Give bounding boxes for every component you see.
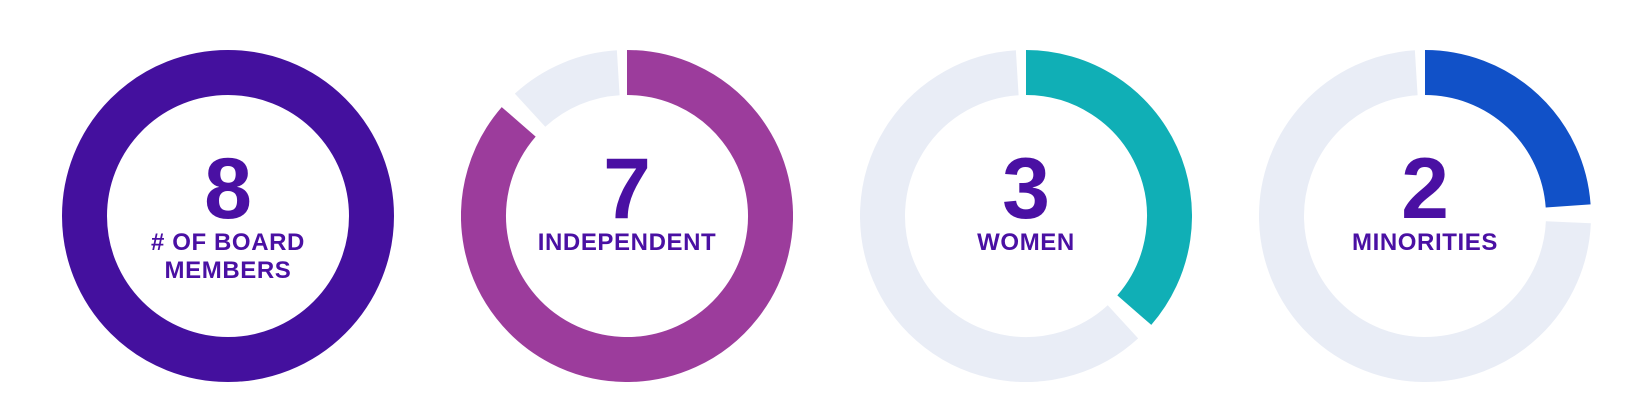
board-stats-row: 8 # OF BOARD MEMBERS 7 INDEPENDENT 3 WOM… bbox=[62, 50, 1591, 382]
donut-board-members: 8 # OF BOARD MEMBERS bbox=[62, 50, 394, 382]
donut-women: 3 WOMEN bbox=[860, 50, 1192, 382]
donut-ring-independent bbox=[461, 50, 793, 382]
donut-independent: 7 INDEPENDENT bbox=[461, 50, 793, 382]
donut-minorities: 2 MINORITIES bbox=[1259, 50, 1591, 382]
donut-ring-minorities bbox=[1259, 50, 1591, 382]
donut-ring-board-members bbox=[62, 50, 394, 382]
donut-ring-women bbox=[860, 50, 1192, 382]
